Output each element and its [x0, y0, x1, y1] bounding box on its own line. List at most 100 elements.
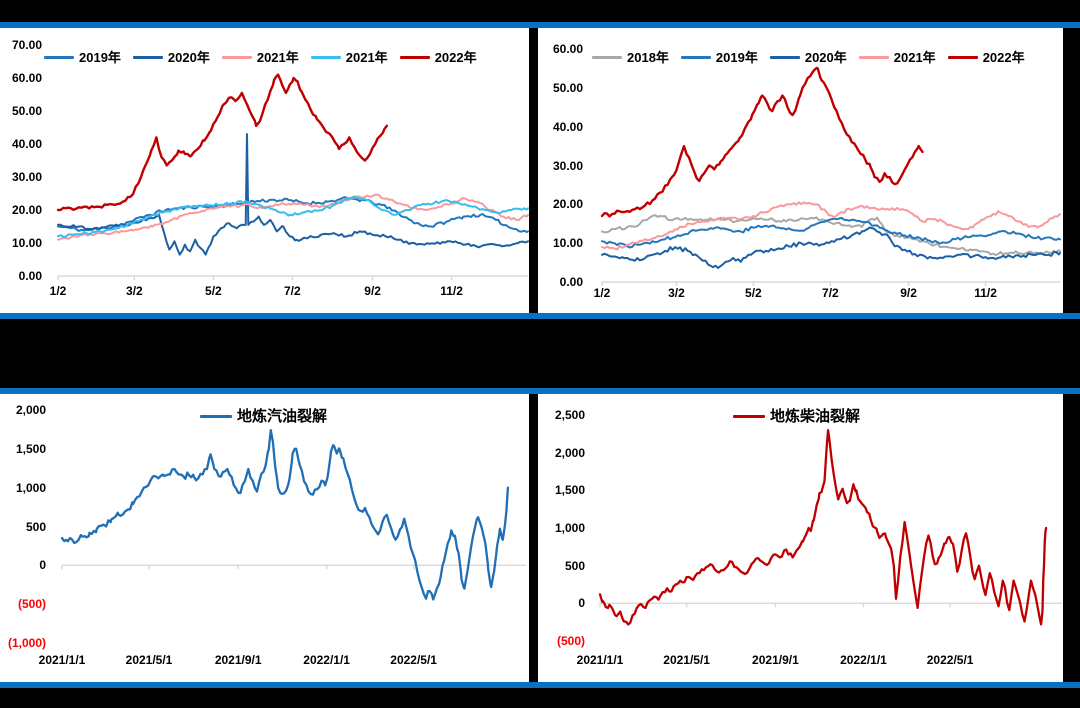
- divider-top: [0, 22, 1080, 28]
- x-axis-tick-label: 7/2: [822, 286, 839, 300]
- x-axis-tick-label: 2021/9/1: [214, 653, 262, 667]
- series-line-2021年a: [57, 193, 529, 241]
- legend-line-marker-icon: [947, 56, 978, 59]
- series-line-2022年: [56, 73, 389, 212]
- y-axis-tick-label: 30.00: [11, 170, 42, 184]
- series-line-2022年: [600, 66, 924, 218]
- legend-label: 2022年: [982, 50, 1025, 65]
- y-axis-tick-label: 2,000: [15, 403, 46, 417]
- y-axis-tick-label: 0.00: [18, 269, 42, 283]
- chart-canvas-bottom-left: [60, 429, 526, 601]
- x-axis-tick-label: 2021/5/1: [663, 653, 710, 667]
- y-axis-tick-label: 0: [39, 558, 46, 573]
- y-axis-tick-label: 40.00: [11, 137, 42, 151]
- x-axis-tick-label: 2022/1/1: [303, 653, 350, 667]
- x-axis-tick-label: 2021/1/1: [576, 653, 624, 667]
- y-axis-tick-label: 10.00: [552, 236, 583, 251]
- x-axis-tick-label: 2021/1/1: [38, 653, 86, 667]
- y-axis-tick-label: 2,000: [554, 445, 585, 460]
- series-line-2021年b: [57, 195, 529, 238]
- legend-item: 2019年: [44, 50, 121, 65]
- legend-label: 2021年: [893, 50, 936, 65]
- legend-item: 2022年: [399, 50, 477, 65]
- y-axis-tick-label: 20.00: [11, 203, 42, 217]
- y-axis-tick-label: 60.00: [552, 42, 583, 56]
- legend-line-marker-icon: [399, 56, 430, 59]
- series-line-2019年: [57, 196, 529, 233]
- x-axis-tick-label: 2022/5/1: [390, 653, 437, 667]
- chart-panel-refinery-diesel-crack: (500) 0 500 1,000 1,500 2,000 2,500 2021/1/1 202…: [538, 394, 1063, 682]
- legend-item: 2021年: [858, 50, 936, 65]
- x-axis-tick-label: 11/2: [974, 286, 997, 300]
- y-axis-tick-label: (500): [556, 634, 585, 648]
- x-axis-tick-label: 2022/5/1: [926, 653, 974, 667]
- y-axis-tick-label: 500: [564, 558, 585, 573]
- x-axis-tick-label: 2022/1/1: [840, 653, 887, 667]
- series-line-2020年: [601, 226, 1061, 269]
- x-axis-tick-label: 1/2: [593, 286, 611, 300]
- legend-label: 2022年: [434, 50, 477, 65]
- legend-label: 2019年: [79, 50, 121, 65]
- y-axis-tick-label: 2,500: [554, 408, 585, 422]
- legend-label: 地炼柴油裂解: [770, 408, 861, 425]
- legend-line-marker-icon: [680, 56, 711, 59]
- y-axis-tick-label: 40.00: [552, 119, 583, 134]
- legend-label: 2019年: [715, 50, 758, 65]
- legend-line-marker-icon: [200, 415, 232, 418]
- y-axis-tick-label: 0: [578, 596, 585, 611]
- y-axis-tick-label: 50.00: [552, 80, 583, 95]
- legend-line-marker-icon: [310, 56, 341, 59]
- series-line-2020年: [57, 133, 529, 256]
- legend-item: 地炼汽油裂解: [200, 409, 327, 424]
- x-axis-tick-label: 9/2: [364, 284, 381, 298]
- legend-label: 2021年: [256, 50, 299, 65]
- legend-line-marker-icon: [44, 56, 74, 59]
- divider-bottom: [0, 682, 1080, 688]
- chart-canvas-top-left: [56, 73, 529, 280]
- chart-canvas-bottom-right: [598, 428, 1062, 626]
- y-axis-tick-label: 70.00: [11, 38, 42, 52]
- y-axis-tick-label: 20.00: [552, 197, 583, 212]
- legend-item: 2019年: [680, 50, 758, 65]
- legend-line-marker-icon: [592, 56, 622, 59]
- legend-item: 2020年: [769, 50, 847, 65]
- x-axis-tick-label: 11/2: [440, 284, 463, 298]
- x-axis-tick-label: 3/2: [668, 286, 685, 300]
- y-axis-tick-label: (1,000): [7, 636, 46, 650]
- x-axis-tick-label: 9/2: [900, 286, 917, 300]
- y-axis-tick-label: 60.00: [11, 71, 42, 85]
- legend-item: 2022年: [947, 50, 1025, 65]
- legend-label: 2018年: [627, 50, 669, 65]
- legend-label: 2020年: [167, 50, 210, 65]
- y-axis-tick-label: 1,500: [554, 483, 585, 498]
- y-axis-tick-label: (500): [17, 597, 46, 612]
- x-axis-tick-label: 5/2: [205, 284, 222, 298]
- x-axis-tick-label: 1/2: [49, 284, 67, 298]
- x-axis-tick-label: 2021/5/1: [125, 653, 173, 667]
- legend-label: 地炼汽油裂解: [237, 408, 328, 425]
- divider-upper-middle: [0, 313, 1080, 319]
- y-axis-tick-label: 1,000: [554, 521, 585, 535]
- y-axis-tick-label: 30.00: [552, 158, 583, 173]
- legend-label: 2020年: [804, 50, 847, 65]
- divider-lower-middle: [0, 388, 1080, 394]
- legend-label: 2021年: [345, 50, 388, 65]
- y-axis-tick-label: 10.00: [11, 236, 42, 250]
- legend-line-marker-icon: [132, 56, 163, 59]
- series-line-地炼柴油裂解: [598, 428, 1048, 626]
- legend-line-marker-icon: [221, 56, 252, 59]
- series-line-地炼汽油裂解: [60, 429, 510, 601]
- legend-item: 2018年: [592, 50, 669, 65]
- y-axis-tick-label: 0.00: [559, 275, 583, 289]
- chart-canvas-top-right: [600, 66, 1061, 286]
- legend-item: 2020年: [132, 50, 210, 65]
- series-line-2021年: [601, 201, 1061, 251]
- legend-line-marker-icon: [769, 56, 800, 59]
- legend-top-left: 2019年 2020年 2021年 2021年 2022年: [44, 50, 477, 65]
- legend-line-marker-icon: [733, 415, 765, 418]
- legend-top-right: 2018年 2019年 2020年 2021年 2022年: [592, 50, 1025, 65]
- legend-item: 2021年: [221, 50, 299, 65]
- legend-bottom-right: 地炼柴油裂解: [733, 409, 860, 424]
- x-axis-tick-label: 5/2: [745, 286, 762, 300]
